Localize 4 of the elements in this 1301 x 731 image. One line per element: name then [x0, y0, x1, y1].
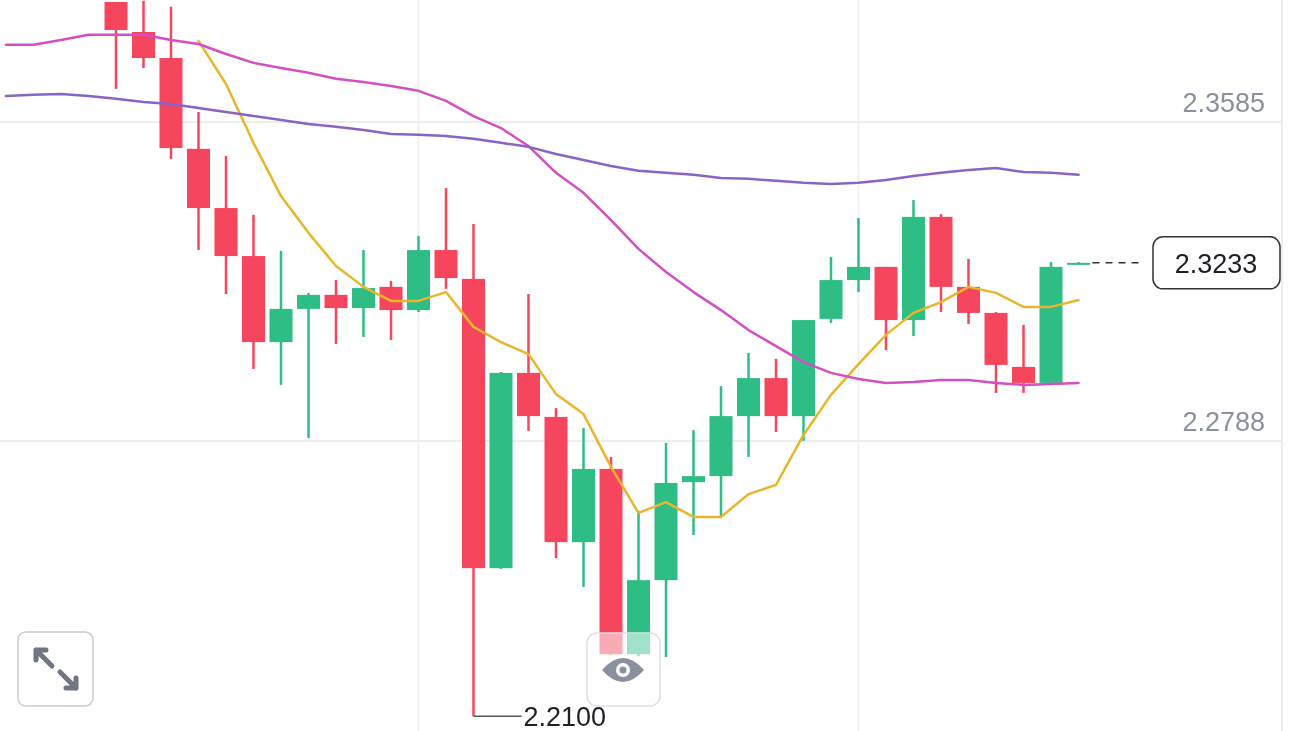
- ref-line-label: 2.3233: [1174, 248, 1258, 279]
- y-tick-label: 2.3585: [1182, 88, 1265, 119]
- annotation: 2.2100: [523, 702, 607, 731]
- y-tick-label: 2.2788: [1182, 406, 1265, 437]
